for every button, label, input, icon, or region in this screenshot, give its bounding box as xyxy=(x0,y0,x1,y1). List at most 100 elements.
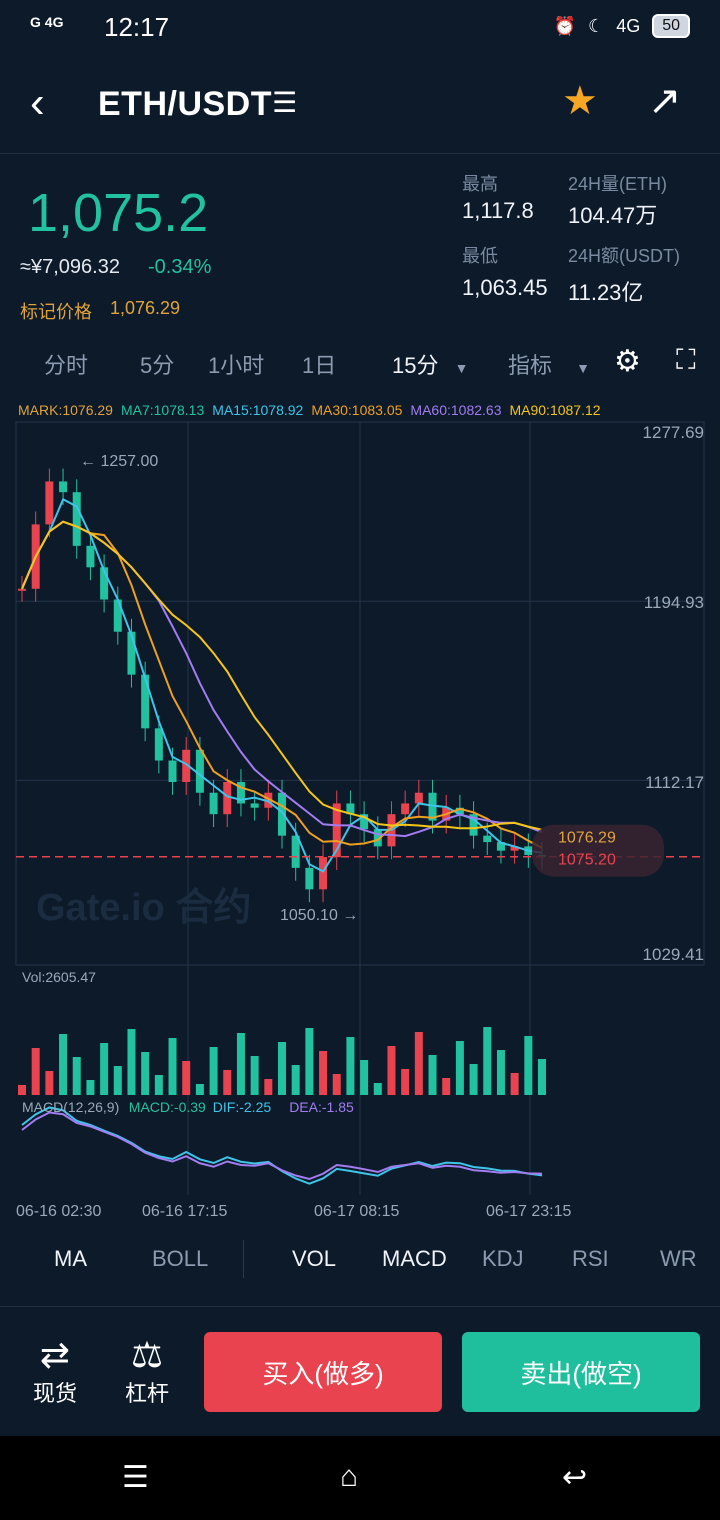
candle-body xyxy=(141,674,150,729)
fullscreen-icon[interactable]: ⛶ xyxy=(676,344,696,375)
volume-bar xyxy=(442,1078,451,1095)
ma-legend: MARK:1076.29 MA7:1078.13 MA15:1078.92 MA… xyxy=(18,402,601,418)
back-nav-icon[interactable]: ↩ xyxy=(562,1461,588,1494)
candles xyxy=(18,468,546,903)
candle-body xyxy=(223,781,232,815)
volume-bar xyxy=(524,1036,533,1095)
ma90-line xyxy=(21,520,543,831)
volume-bar xyxy=(291,1065,300,1095)
candle-body xyxy=(305,867,314,890)
volume-bar xyxy=(455,1041,464,1095)
candle-body xyxy=(319,857,328,890)
last-price: 1,075.2 xyxy=(28,183,209,243)
tab-1hour[interactable]: 1小时 xyxy=(208,353,265,378)
mark-price-label: 标记价格 xyxy=(20,302,92,322)
candle-body xyxy=(455,807,464,815)
volume-bar xyxy=(278,1042,286,1095)
candle-body xyxy=(264,792,273,808)
ma-lines xyxy=(21,497,543,873)
tab-vol[interactable]: VOL xyxy=(292,1246,337,1271)
legend-ma90: MA90:1087.12 xyxy=(509,402,601,418)
candle-body xyxy=(182,749,191,782)
cny-price: ≈¥7,096.32 xyxy=(20,256,120,278)
candle-body xyxy=(18,588,26,591)
clock: 12:17 xyxy=(104,12,170,42)
volume-bar xyxy=(72,1057,81,1095)
buy-long-button[interactable]: 买入(做多) xyxy=(204,1332,442,1412)
kline-chart[interactable]: 1277.69 1194.93 1112.17 1029.41 1076.29 1075.… xyxy=(0,420,720,1230)
volume-bar xyxy=(154,1075,163,1095)
share-icon[interactable]: ↗ xyxy=(648,79,682,123)
pair-title[interactable]: ETH/USDT xyxy=(98,85,272,123)
tab-15min-label: 15分 xyxy=(392,353,439,378)
mark-price-tag: 1076.29 xyxy=(558,830,616,847)
volume-bar xyxy=(496,1050,505,1095)
candle-body xyxy=(278,792,286,836)
settings-icon[interactable]: ⚙ xyxy=(614,345,641,378)
dif-line xyxy=(21,1106,543,1185)
high-annotation: ← 1257.00 xyxy=(80,453,158,470)
leverage-label: 杠杆 xyxy=(124,1381,169,1406)
system-nav-bar xyxy=(0,1436,720,1520)
candle-body xyxy=(469,814,478,836)
candle-body xyxy=(100,567,109,600)
volume-bar xyxy=(469,1064,478,1095)
macd-panel xyxy=(21,1106,543,1185)
legend-ma15: MA15:1078.92 xyxy=(212,402,304,418)
price-change: -0.34% xyxy=(148,256,212,278)
candle-body xyxy=(346,803,355,815)
tab-wr[interactable]: WR xyxy=(660,1246,697,1271)
scale-icon: ⚖ xyxy=(130,1334,164,1375)
list-icon[interactable]: ☰ xyxy=(272,87,298,118)
tab-1day[interactable]: 1日 xyxy=(302,353,337,378)
volume-bar xyxy=(346,1037,355,1095)
tab-15min[interactable]: 15分 ▼ xyxy=(392,348,468,380)
home-icon[interactable]: ⌂ xyxy=(340,1460,359,1493)
last-price-tag: 1075.20 xyxy=(558,852,616,869)
ma30-line xyxy=(21,520,543,849)
macd-label: DEA:-1.85 xyxy=(289,1099,354,1115)
status-right: ⏰ ☾ 4G 50 xyxy=(554,14,690,38)
alarm-icon: ⏰ xyxy=(553,15,577,36)
y-tick-label: 1277.69 xyxy=(643,423,704,442)
candle-body xyxy=(483,835,492,843)
exchange-icon: ⇄ xyxy=(39,1334,71,1375)
tab-rsi[interactable]: RSI xyxy=(572,1246,609,1271)
battery-icon: 50 xyxy=(652,14,690,38)
volume-bar xyxy=(305,1028,314,1095)
candle-body xyxy=(360,814,369,830)
tab-ma[interactable]: MA xyxy=(54,1246,87,1271)
tab-boll[interactable]: BOLL xyxy=(152,1246,209,1271)
tab-macd[interactable]: MACD xyxy=(382,1246,447,1271)
tab-timeshare[interactable]: 分时 xyxy=(44,353,89,378)
candle-body xyxy=(401,803,410,815)
y-tick-label: 1112.17 xyxy=(645,773,704,792)
volume-bar xyxy=(127,1029,136,1095)
price-tag-bg xyxy=(532,824,664,877)
star-icon[interactable]: ★ xyxy=(562,79,598,123)
spot-button[interactable]: ⇄ 现货 xyxy=(20,1334,90,1408)
volume-bar xyxy=(264,1079,273,1095)
indicator-dropdown[interactable]: 指标 ▼ xyxy=(508,348,590,380)
volume-bar xyxy=(31,1048,40,1095)
tab-kdj[interactable]: KDJ xyxy=(482,1246,524,1271)
low-label: 最低 xyxy=(462,246,498,266)
volume-bar xyxy=(86,1080,95,1095)
high-value: 1,117.8 xyxy=(462,198,534,223)
candle-body xyxy=(332,803,341,858)
sell-short-button[interactable]: 卖出(做空) xyxy=(462,1332,700,1412)
tab-5min[interactable]: 5分 xyxy=(140,353,175,378)
status-bar: G 4G 12:17 ⏰ ☾ 4G 50 xyxy=(0,0,720,58)
candle-body xyxy=(195,749,204,793)
candle-body xyxy=(59,481,68,493)
macd-label: DIF:-2.25 xyxy=(213,1099,272,1115)
divider xyxy=(243,1240,244,1278)
menu-icon[interactable]: ☰ xyxy=(122,1461,149,1494)
chevron-left-icon[interactable]: ‹ xyxy=(30,78,45,127)
volume-bar xyxy=(401,1069,410,1095)
legend-ma30: MA30:1083.05 xyxy=(311,402,403,418)
low-value: 1,063.45 xyxy=(462,275,548,300)
candle-body xyxy=(45,481,54,525)
volume-label: 24H量(ETH) xyxy=(568,174,668,194)
leverage-button[interactable]: ⚖ 杠杆 xyxy=(112,1334,182,1408)
